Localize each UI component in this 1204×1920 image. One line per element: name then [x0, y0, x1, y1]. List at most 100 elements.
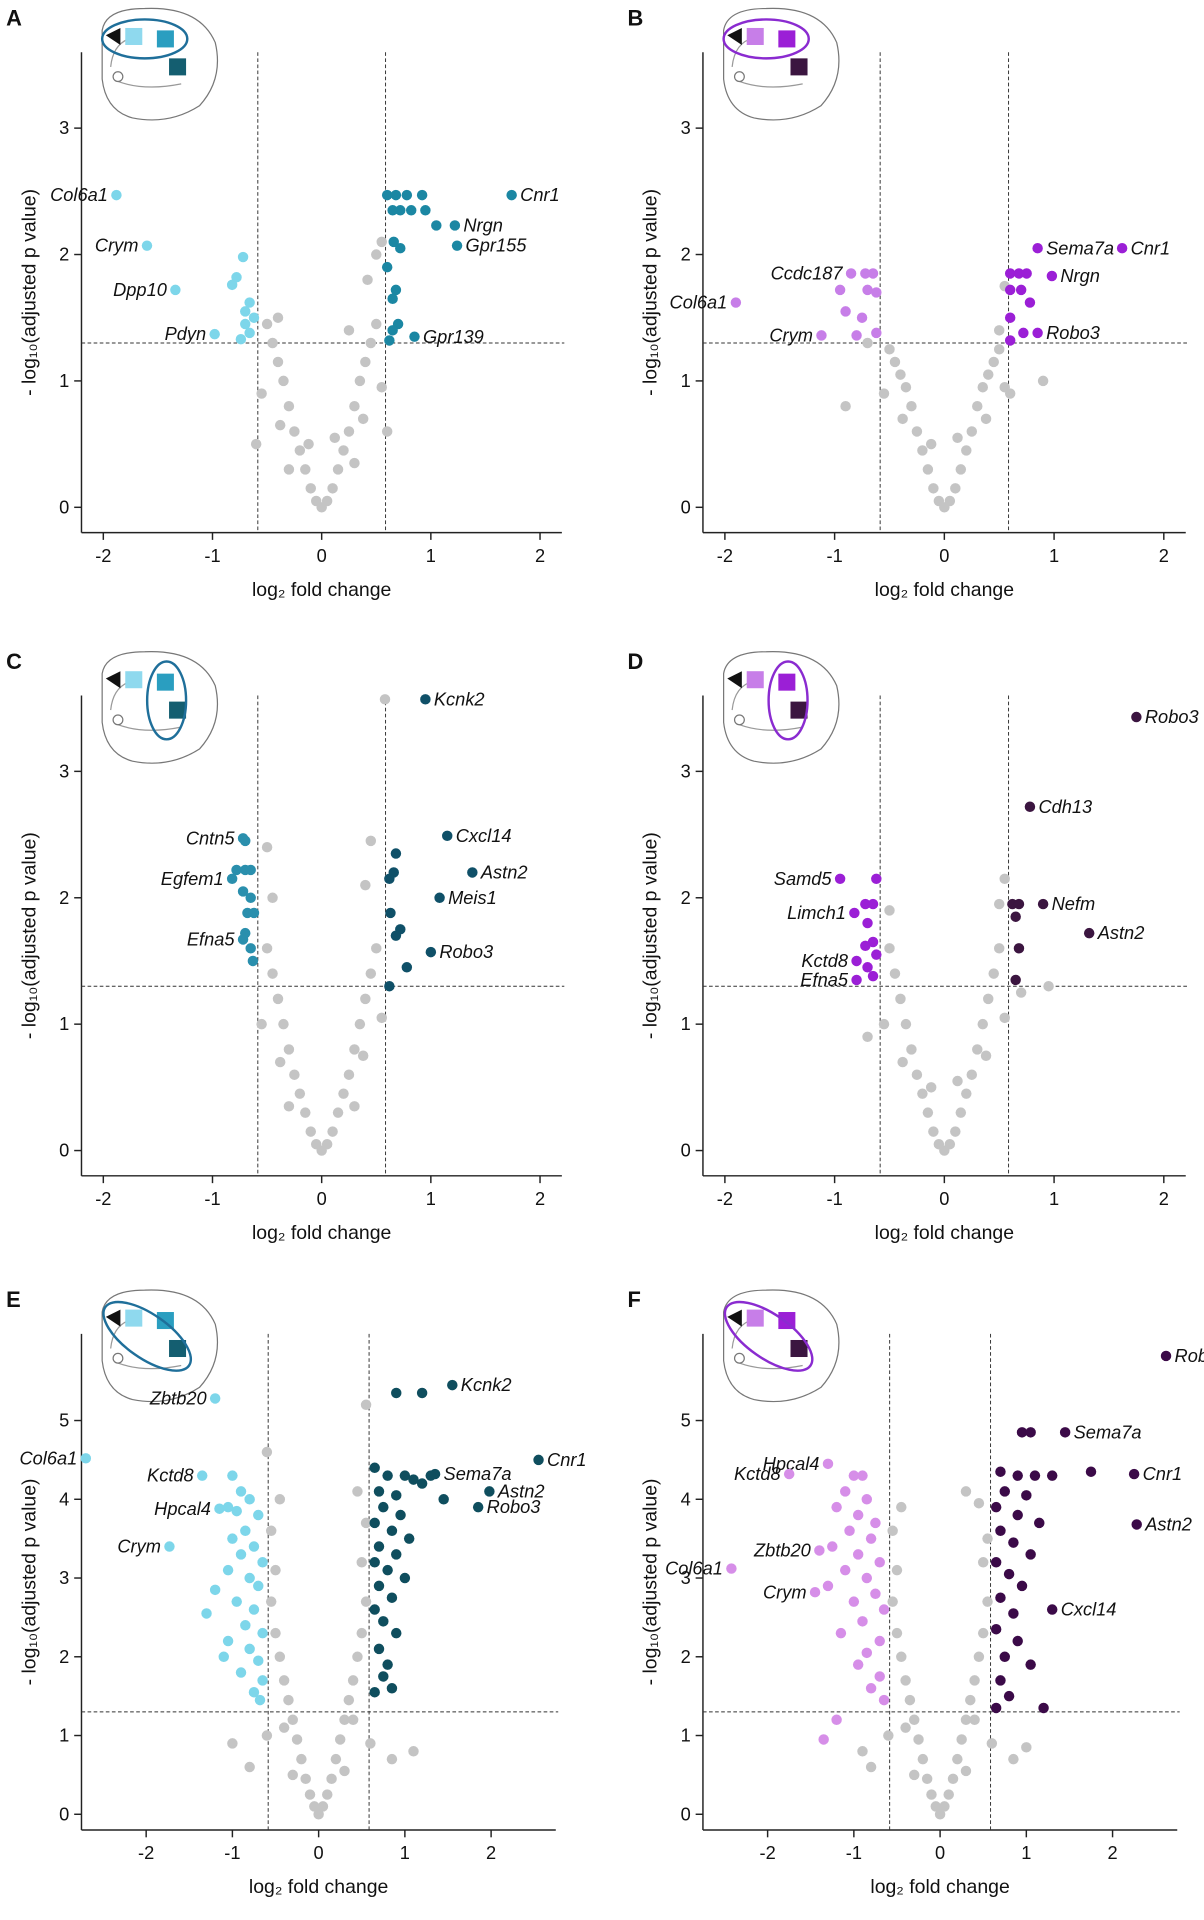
data-point: [472, 1501, 484, 1513]
gene-label: Col6a1: [670, 292, 728, 313]
data-point: [1004, 312, 1016, 323]
gene-label: Crym: [763, 1581, 807, 1602]
data-point: [930, 1801, 942, 1812]
gene-label: Limch1: [787, 902, 846, 923]
data-point: [390, 189, 402, 201]
region-square: [156, 30, 174, 48]
data-point: [244, 327, 255, 339]
data-point: [900, 1722, 911, 1733]
gene-label: Kctd8: [147, 1465, 194, 1486]
data-point: [248, 1686, 260, 1698]
brain-inset: [723, 1289, 840, 1403]
data-point: [1015, 284, 1027, 296]
region-square: [125, 1309, 143, 1327]
data-point: [283, 1101, 295, 1112]
data-point: [995, 1466, 1006, 1477]
data-point: [356, 1627, 367, 1639]
data-point: [322, 1789, 333, 1800]
y-tick-label: 3: [681, 1567, 691, 1588]
data-point: [952, 432, 963, 444]
region-square: [169, 701, 187, 719]
y-axis-label: - log₁₀(adjusted p value): [640, 1478, 662, 1685]
data-point: [1008, 1537, 1019, 1548]
data-point: [933, 495, 945, 507]
gene-label: Cnr1: [520, 184, 560, 205]
brain-ventricle: [733, 714, 745, 726]
region-square: [746, 671, 764, 689]
data-point: [1012, 1509, 1023, 1521]
data-point: [874, 1557, 885, 1568]
region-square: [790, 1339, 808, 1358]
data-point: [272, 356, 284, 368]
data-point: [399, 1470, 411, 1481]
x-tick-label: 2: [1107, 1842, 1117, 1863]
x-axis-label: log₂ fold change: [875, 579, 1014, 601]
data-point: [860, 898, 871, 910]
data-point: [227, 1470, 238, 1481]
data-point: [300, 1107, 311, 1118]
data-point: [240, 306, 251, 317]
brain-inset: [100, 7, 219, 121]
gene-label: Egfem1: [161, 868, 224, 889]
gene-label: Astn2: [497, 1480, 545, 1501]
data-point: [244, 1494, 255, 1505]
data-point: [982, 1596, 993, 1607]
data-point: [865, 1761, 877, 1773]
data-point: [467, 867, 478, 878]
gene-label: Cdh13: [1038, 796, 1092, 817]
data-point: [209, 1393, 221, 1404]
data-point: [889, 968, 901, 979]
data-point: [164, 1541, 175, 1552]
gene-label: Sema7a: [1046, 237, 1114, 258]
data-point: [391, 1387, 402, 1399]
gene-label: Zbtb20: [149, 1388, 207, 1409]
gene-label: Efna5: [800, 969, 849, 990]
data-point: [317, 1801, 329, 1812]
data-point: [334, 1734, 346, 1745]
data-point: [857, 1470, 868, 1481]
region-ring: [102, 1300, 193, 1372]
data-point: [1016, 1427, 1028, 1438]
data-point: [371, 318, 382, 330]
data-point: [977, 1557, 989, 1568]
data-point: [1046, 1470, 1058, 1481]
data-point: [438, 1494, 449, 1505]
data-point: [261, 1730, 273, 1741]
data-point: [253, 1580, 264, 1592]
panel-letter: A: [6, 6, 22, 31]
data-point: [857, 1746, 868, 1757]
data-point: [895, 993, 906, 1005]
x-tick-label: -2: [717, 1188, 733, 1209]
brain-inset: [101, 1289, 219, 1403]
data-point: [365, 1738, 376, 1749]
data-point: [196, 1470, 208, 1481]
data-point: [401, 189, 413, 201]
data-point: [908, 1769, 920, 1781]
data-point: [988, 356, 999, 368]
data-point: [381, 426, 393, 437]
region-square: [169, 1339, 187, 1358]
data-point: [1032, 242, 1043, 254]
data-point: [870, 1517, 881, 1529]
data-point: [1085, 1466, 1097, 1477]
data-point: [999, 873, 1010, 885]
data-point: [365, 968, 377, 979]
region-square: [746, 1309, 764, 1327]
data-point: [972, 1044, 983, 1055]
data-point: [384, 335, 395, 346]
data-point: [862, 284, 873, 296]
data-point: [911, 1069, 923, 1080]
data-point: [245, 943, 256, 954]
data-point: [827, 1541, 838, 1552]
gene-label: Kcnk2: [461, 1374, 512, 1395]
data-point: [928, 483, 939, 494]
data-point: [1021, 268, 1032, 279]
data-point: [332, 1107, 344, 1118]
data-point: [969, 1675, 980, 1686]
y-axis-label: - log₁₀(adjusted p value): [18, 832, 40, 1039]
data-point: [944, 495, 956, 507]
gene-label: Dpp10: [113, 279, 167, 300]
y-tick-label: 5: [681, 1410, 691, 1431]
gene-label: Pdyn: [165, 323, 207, 344]
data-point: [865, 1683, 877, 1694]
